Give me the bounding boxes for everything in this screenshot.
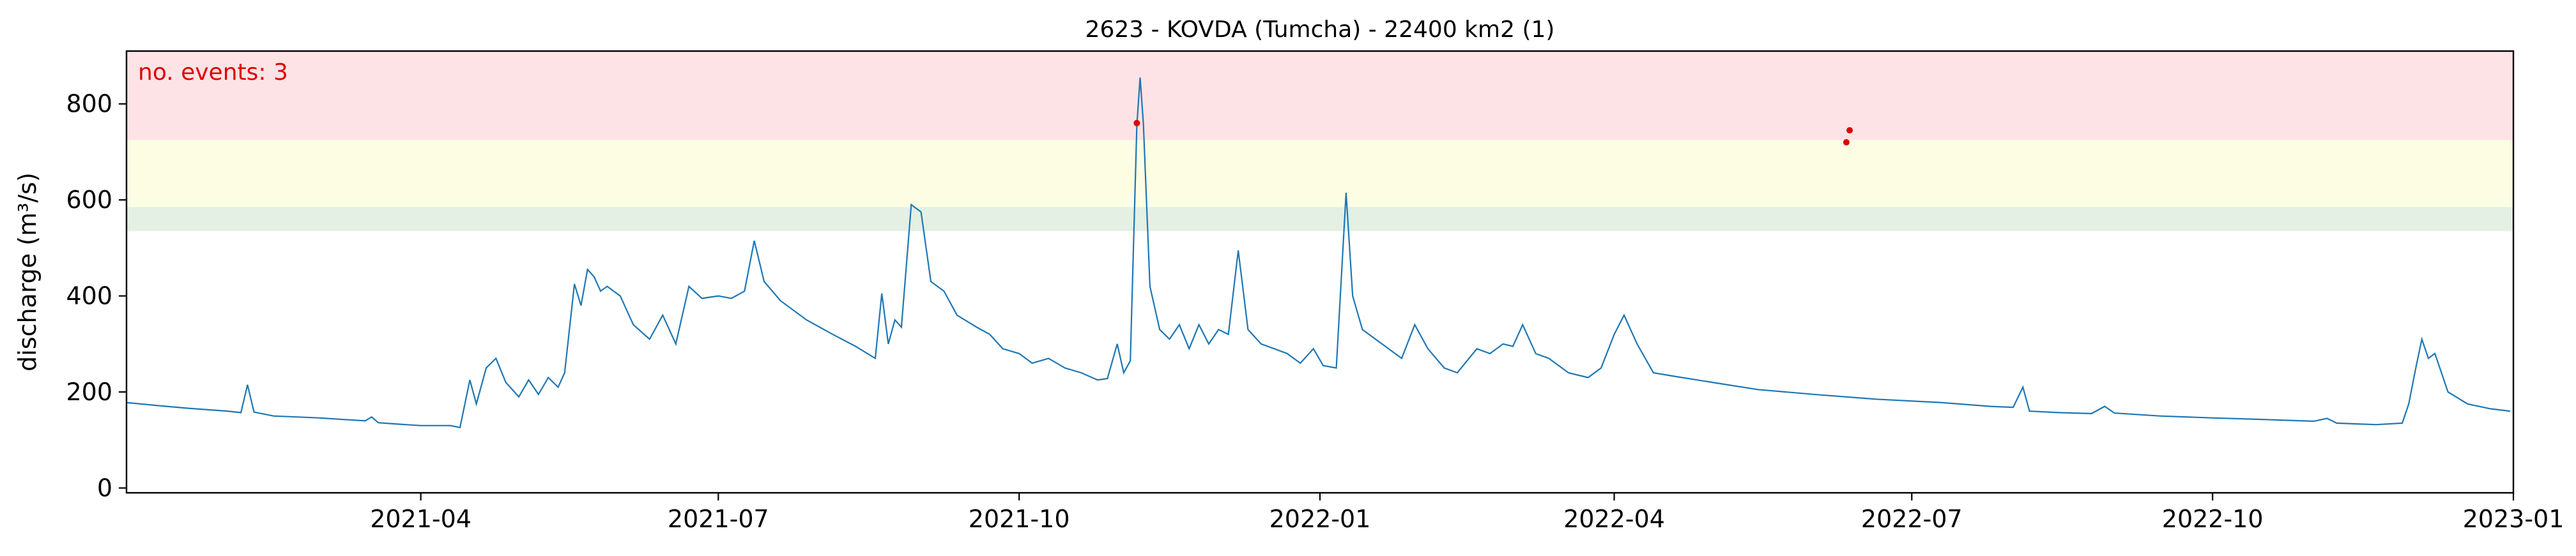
threshold-band	[126, 207, 2513, 232]
y-tick-label: 0	[97, 474, 112, 502]
chart-title: 2623 - KOVDA (Tumcha) - 22400 km2 (1)	[1085, 17, 1555, 43]
x-tick-label: 2021-04	[370, 505, 471, 533]
x-tick-label: 2022-04	[1563, 505, 1665, 533]
threshold-band	[126, 140, 2513, 207]
discharge-line	[126, 77, 2511, 428]
events-annotation: no. events: 3	[138, 59, 288, 86]
event-marker	[1843, 139, 1850, 146]
threshold-bands	[126, 51, 2513, 232]
event-markers	[1133, 119, 1853, 146]
threshold-band	[126, 51, 2513, 140]
y-axis-label: discharge (m³/s)	[13, 172, 42, 372]
x-tick-label: 2022-07	[1861, 505, 1963, 533]
event-marker	[1846, 127, 1853, 134]
y-tick-label: 800	[66, 90, 112, 118]
y-tick-label: 400	[66, 282, 112, 310]
y-tick-label: 200	[66, 378, 112, 406]
x-tick-label: 2021-07	[668, 505, 769, 533]
y-tick-label: 600	[66, 186, 112, 214]
x-tick-label: 2022-10	[2162, 505, 2264, 533]
event-marker	[1133, 119, 1140, 126]
x-axis: 2021-04 2021-07 2021-10 2022-01 2022-04 2022-…	[370, 493, 2564, 533]
y-axis: 0 200 400 600 800	[66, 90, 126, 502]
x-tick-label: 2023-01	[2463, 505, 2564, 533]
x-tick-label: 2021-10	[969, 505, 1070, 533]
x-tick-label: 2022-01	[1269, 505, 1371, 533]
